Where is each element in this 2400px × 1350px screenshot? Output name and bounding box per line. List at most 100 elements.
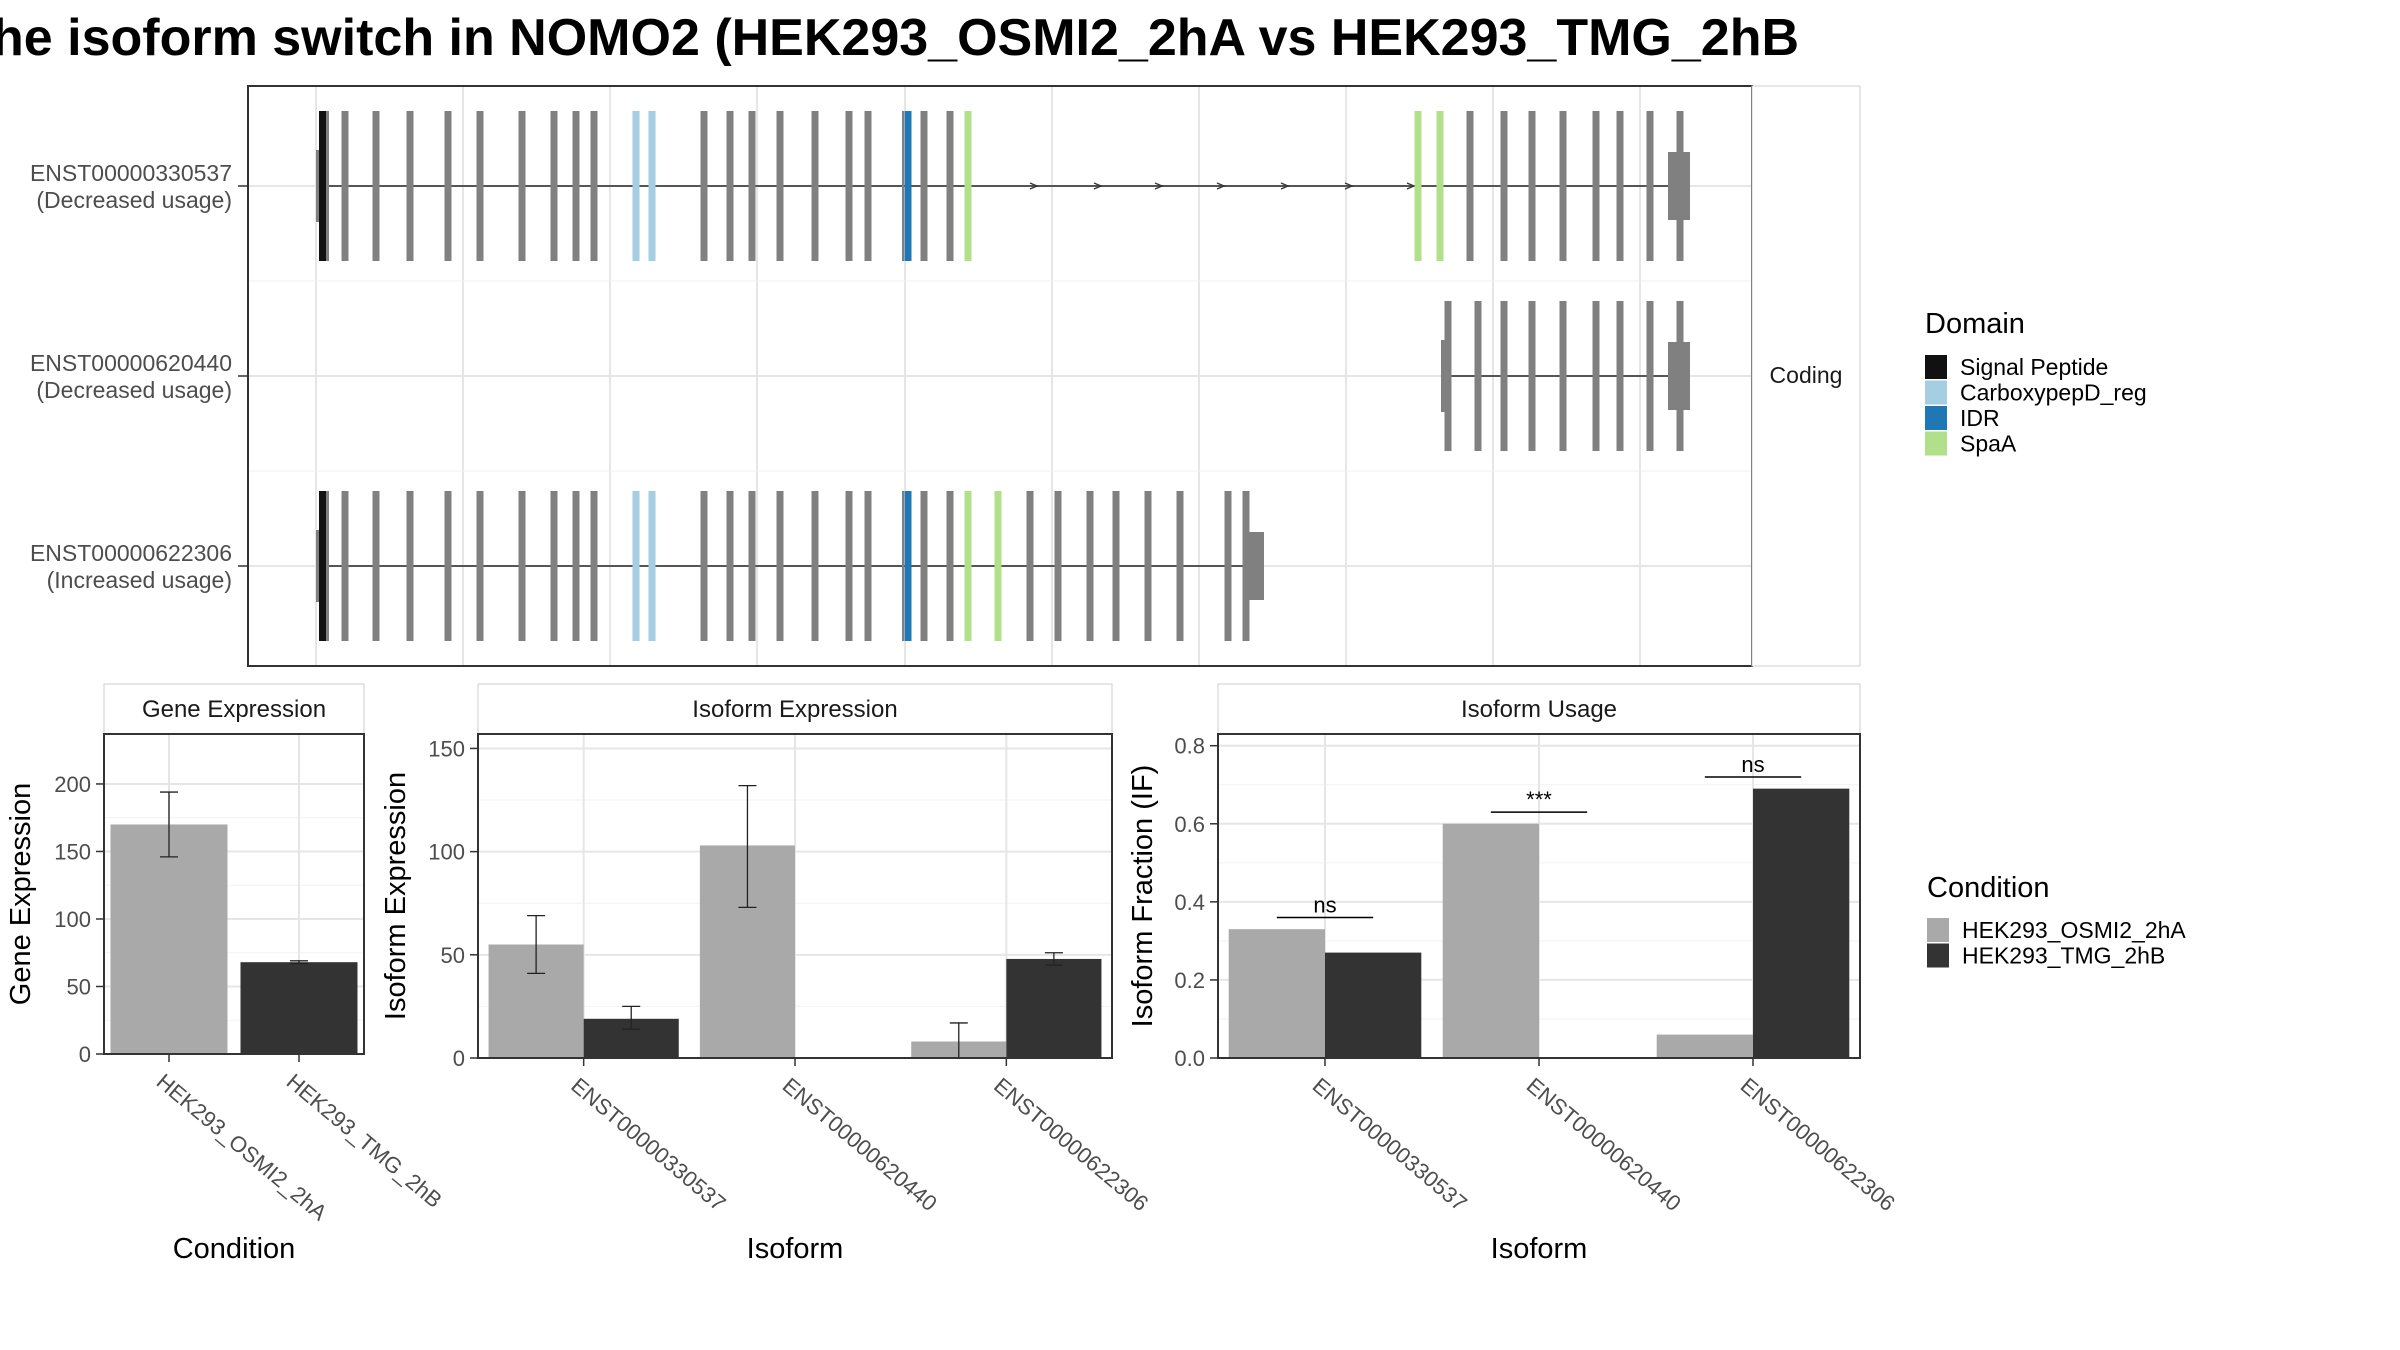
exon: [1500, 301, 1508, 451]
legend-key: [1925, 431, 1947, 456]
domain-exon: [1414, 111, 1422, 261]
exon: [811, 491, 819, 641]
legend-key: [1925, 355, 1947, 379]
direction-arrow: [1344, 182, 1354, 190]
y-tick-label: 0: [79, 1042, 91, 1067]
y-tick-label: 0: [453, 1046, 465, 1071]
legend-label: IDR: [1960, 405, 2000, 431]
legend-key: [1925, 406, 1947, 430]
y-tick-label: 0.6: [1174, 812, 1205, 837]
exon: [864, 111, 872, 261]
exon: [920, 491, 928, 641]
exon: [1528, 301, 1536, 451]
bar: [1442, 823, 1539, 1058]
exon: [326, 491, 329, 641]
isoform-label: ENST00000622306: [30, 540, 232, 566]
panel-title: Isoform Expression: [692, 696, 897, 723]
exon: [902, 111, 904, 261]
exon: [1592, 301, 1600, 451]
y-axis-title: Isoform Expression: [380, 772, 412, 1020]
direction-arrow: [1280, 182, 1290, 190]
exon: [1646, 301, 1654, 451]
direction-arrow: [1406, 182, 1416, 190]
domain-exon: [904, 111, 912, 261]
legend-label: Signal Peptide: [1960, 354, 2108, 380]
exon: [845, 111, 853, 261]
exon: [776, 111, 784, 261]
exon: [1444, 301, 1452, 451]
significance-label: ns: [1741, 752, 1764, 777]
isoform-expression-panel: Isoform Expression 0 50 100 150 ENST000003305…: [380, 683, 1153, 1265]
domain-exon: [319, 111, 327, 261]
exon: [946, 111, 954, 261]
domain-exon: [319, 491, 327, 641]
legend-key: [1927, 918, 1949, 942]
exon: [518, 491, 526, 641]
isoform-usage-panel: Isoform Usage ns *** ns 0.0 0.2 0.4 0.6 0.8 ENST0…: [1127, 683, 1900, 1265]
exon: [1224, 491, 1232, 641]
y-tick-label: 150: [428, 736, 465, 761]
domain-legend-title: Domain: [1925, 308, 2025, 340]
exon: [748, 491, 756, 641]
exon: [920, 111, 928, 261]
exon: [1026, 491, 1034, 641]
exon: [444, 111, 452, 261]
legend-key: [1925, 380, 1947, 405]
y-tick-label: 0.8: [1174, 734, 1205, 759]
exon: [776, 491, 784, 641]
exon: [946, 491, 954, 641]
exon: [444, 491, 452, 641]
bar: [240, 962, 358, 1054]
domain-exon: [648, 111, 656, 261]
exon: [1144, 491, 1152, 641]
isoform-usage-label: (Increased usage): [47, 567, 232, 593]
exon: [1112, 491, 1120, 641]
y-tick-label: 0.2: [1174, 968, 1205, 993]
exon: [748, 111, 756, 261]
isoform-label: ENST00000620440: [30, 350, 232, 376]
x-tick-label: ENST00000620440: [778, 1073, 942, 1216]
domain-legend: Domain Signal PeptideCarboxypepD_regIDRSp…: [1925, 308, 2147, 457]
exon: [406, 111, 414, 261]
bar: [1228, 929, 1325, 1058]
figure-title: he isoform switch in NOMO2 (HEK293_OSMI2…: [0, 9, 1799, 67]
exon: [476, 491, 484, 641]
x-axis-title: Condition: [173, 1233, 296, 1265]
exon: [590, 111, 598, 261]
legend-label: HEK293_TMG_2hB: [1962, 943, 2165, 969]
bar: [110, 824, 228, 1054]
direction-arrow: [1216, 182, 1226, 190]
exon: [1086, 491, 1094, 641]
direction-arrow: [1029, 182, 1039, 190]
exon: [1528, 111, 1536, 261]
coding-strip: [1751, 85, 1861, 667]
exon: [1616, 301, 1624, 451]
exon: [372, 491, 380, 641]
y-tick-label: 100: [428, 840, 465, 865]
exon: [1592, 111, 1600, 261]
legend-label: SpaA: [1960, 431, 2017, 457]
domain-exon: [632, 491, 640, 641]
panel-border: [103, 733, 365, 1055]
exon: [1646, 111, 1654, 261]
exon: [326, 111, 329, 261]
y-tick-label: 50: [67, 974, 91, 999]
bar: [1006, 958, 1102, 1058]
exon: [726, 111, 734, 261]
exon: [406, 491, 414, 641]
exon: [700, 111, 708, 261]
bar: [1656, 1034, 1753, 1058]
exon: [1676, 301, 1684, 451]
exon: [572, 491, 580, 641]
y-tick-label: 50: [441, 943, 465, 968]
exon: [518, 111, 526, 261]
legend-key: [1927, 943, 1949, 968]
y-tick-label: 200: [54, 772, 91, 797]
domain-exon: [904, 491, 912, 641]
condition-legend-title: Condition: [1927, 872, 2050, 904]
exon: [341, 111, 349, 261]
bar: [1753, 788, 1850, 1058]
exon: [845, 491, 853, 641]
